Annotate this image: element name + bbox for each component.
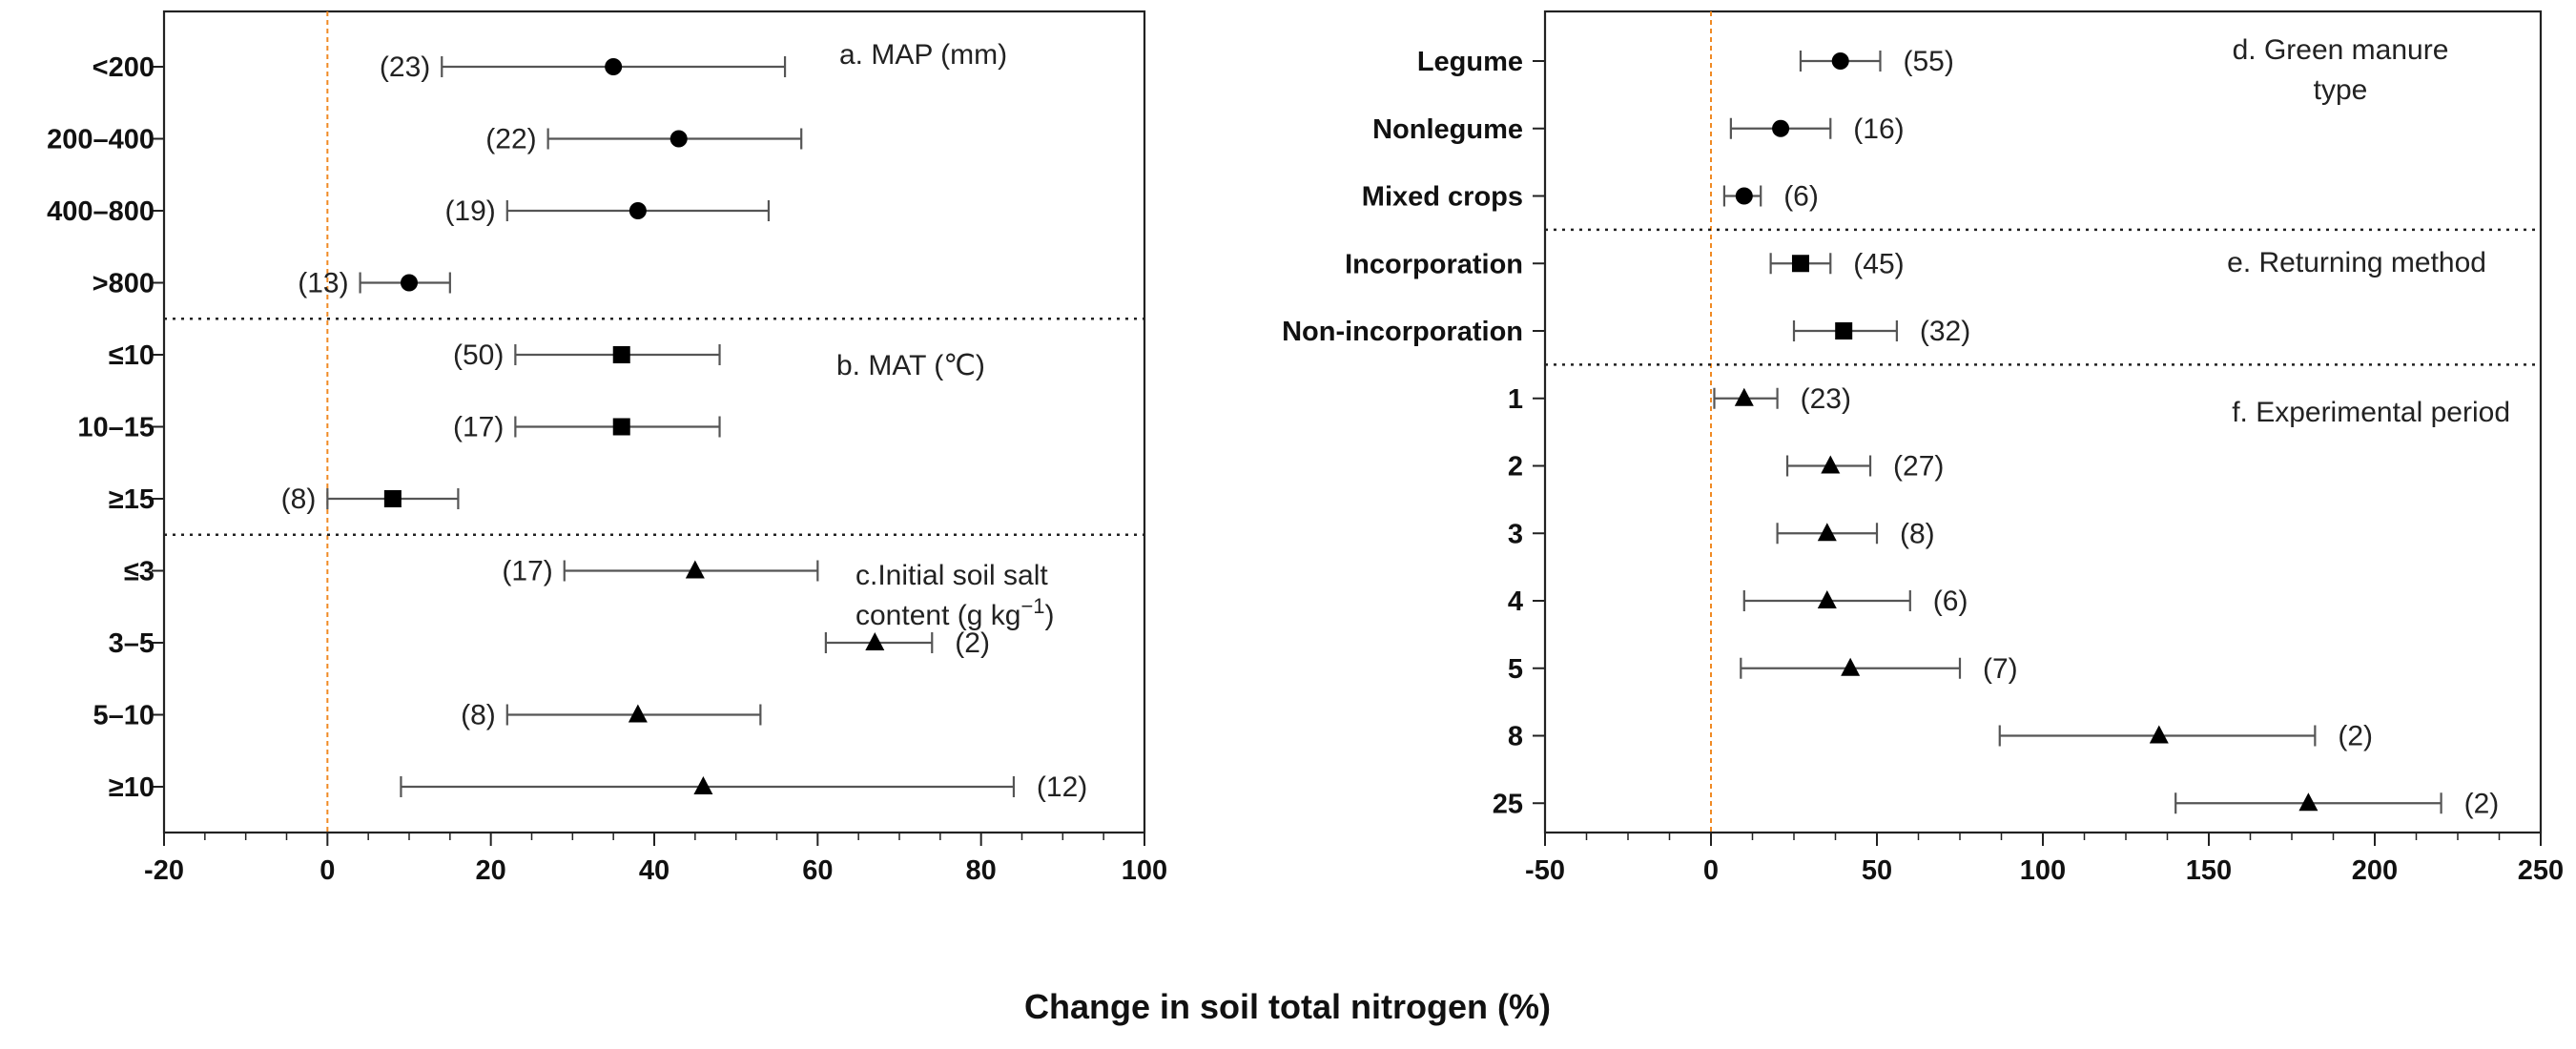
category-label: Incorporation: [1345, 249, 1523, 279]
sample-size-label: (50): [453, 339, 504, 371]
category-label: 5–10: [93, 701, 155, 731]
sample-size-label: (19): [444, 195, 495, 227]
mean-marker-triangle: [1821, 455, 1841, 474]
sample-size-label: (45): [1853, 248, 1904, 279]
group-label: e. Returning method: [2227, 247, 2486, 278]
sample-size-label: (8): [1900, 518, 1935, 549]
group-label: f. Experimental period: [2232, 397, 2510, 428]
group-label-line: c.Initial soil salt: [855, 560, 1048, 591]
category-label: 200–400: [47, 125, 155, 155]
category-label: ≥10: [109, 772, 155, 803]
x-tick-label: 100: [1122, 855, 1167, 886]
plot-frame: [162, 10, 1146, 834]
group-label-line: d. Green manure: [2233, 34, 2449, 66]
sample-size-label: (17): [502, 556, 552, 587]
category-label: ≤10: [109, 340, 155, 371]
sample-size-label: (2): [955, 627, 990, 659]
sample-size-label: (12): [1037, 771, 1087, 803]
group-label: b. MAT (℃): [836, 350, 985, 381]
category-label: <200: [93, 52, 155, 83]
category-label: ≤3: [124, 557, 155, 587]
sample-size-label: (23): [1801, 383, 1851, 415]
unit-superscript: −1: [1020, 594, 1044, 618]
mean-marker-circle: [629, 202, 647, 219]
mean-marker-triangle: [628, 704, 648, 723]
panel-right: -50 0 50 100 150 200 250 Legume (55) Nonlegume (16…: [1282, 10, 2564, 886]
sample-size-label: (22): [485, 124, 536, 155]
category-label: 8: [1508, 722, 1523, 752]
mean-marker-triangle: [2298, 792, 2318, 812]
x-tick-label: 50: [1862, 855, 1892, 886]
category-label: >800: [93, 269, 155, 299]
category-label: Non-incorporation: [1282, 317, 1523, 347]
x-tick-label: 100: [2020, 855, 2066, 886]
mean-marker-triangle: [1817, 523, 1837, 542]
x-tick-label: 80: [966, 855, 997, 886]
mean-marker-circle: [1735, 187, 1753, 205]
sample-size-label: (6): [1783, 181, 1819, 213]
mean-marker-circle: [1772, 119, 1790, 137]
category-label: 1: [1508, 384, 1523, 415]
mean-marker-circle: [401, 274, 418, 292]
sample-size-label: (17): [453, 412, 504, 443]
group-label-line: content (g kg−1): [855, 594, 1055, 631]
x-tick-label: 150: [2186, 855, 2232, 886]
mean-marker-circle: [1831, 52, 1849, 70]
mean-marker-triangle: [2149, 725, 2169, 744]
x-tick-label: 60: [802, 855, 833, 886]
sample-size-label: (2): [2338, 721, 2373, 752]
x-axis-title: Change in soil total nitrogen (%): [1024, 987, 1551, 1026]
mean-marker-square: [612, 346, 630, 363]
category-label: 3: [1508, 519, 1523, 549]
sample-size-label: (13): [298, 268, 348, 299]
group-label: a. MAP (mm): [839, 39, 1007, 71]
mean-marker-square: [1835, 322, 1853, 339]
mean-marker-circle: [670, 130, 688, 148]
category-label: 3–5: [109, 628, 155, 659]
mean-marker-triangle: [685, 560, 705, 579]
x-tick-label: 250: [2518, 855, 2564, 886]
category-label: 4: [1508, 586, 1523, 617]
unit-text: content (g kg: [855, 600, 1020, 631]
mean-marker-circle: [605, 58, 623, 75]
mean-marker-square: [612, 418, 630, 436]
category-label: 10–15: [77, 413, 155, 443]
sample-size-label: (8): [461, 700, 496, 731]
unit-close-paren: ): [1045, 600, 1055, 631]
x-tick-label: 200: [2352, 855, 2398, 886]
sample-size-label: (8): [281, 483, 317, 515]
panel-left: -20 0 20 40 60 80 100 <200 (23) 200–400 (22) 400–80…: [47, 10, 1167, 886]
sample-size-label: (55): [1903, 46, 1953, 77]
mean-marker-triangle: [865, 632, 885, 650]
sample-size-label: (27): [1893, 451, 1944, 483]
sample-size-label: (16): [1853, 113, 1904, 145]
category-label: 400–800: [47, 196, 155, 227]
group-label-line: type: [2314, 74, 2368, 106]
category-label: 5: [1508, 654, 1523, 685]
category-label: 2: [1508, 452, 1523, 483]
sample-size-label: (32): [1920, 316, 1970, 347]
sample-size-label: (23): [380, 51, 430, 83]
mean-marker-triangle: [1841, 657, 1861, 676]
x-tick-label: -20: [144, 855, 184, 886]
category-label: ≥15: [109, 484, 155, 515]
category-label: Legume: [1417, 47, 1523, 77]
category-label: 25: [1493, 789, 1523, 819]
category-label: Mixed crops: [1362, 182, 1523, 213]
x-tick-label: 40: [639, 855, 670, 886]
sample-size-label: (2): [2464, 788, 2500, 819]
mean-marker-triangle: [1734, 387, 1754, 406]
x-tick-label: 0: [1703, 855, 1719, 886]
mean-marker-square: [1791, 255, 1809, 273]
x-tick-label: 20: [476, 855, 506, 886]
x-tick-label: 0: [319, 855, 335, 886]
mean-marker-triangle: [693, 776, 713, 794]
sample-size-label: (7): [1983, 653, 2018, 685]
x-tick-label: -50: [1525, 855, 1565, 886]
category-label: Nonlegume: [1372, 114, 1523, 145]
sample-size-label: (6): [1933, 586, 1968, 617]
mean-marker-square: [383, 490, 402, 507]
mean-marker-triangle: [1817, 590, 1837, 608]
